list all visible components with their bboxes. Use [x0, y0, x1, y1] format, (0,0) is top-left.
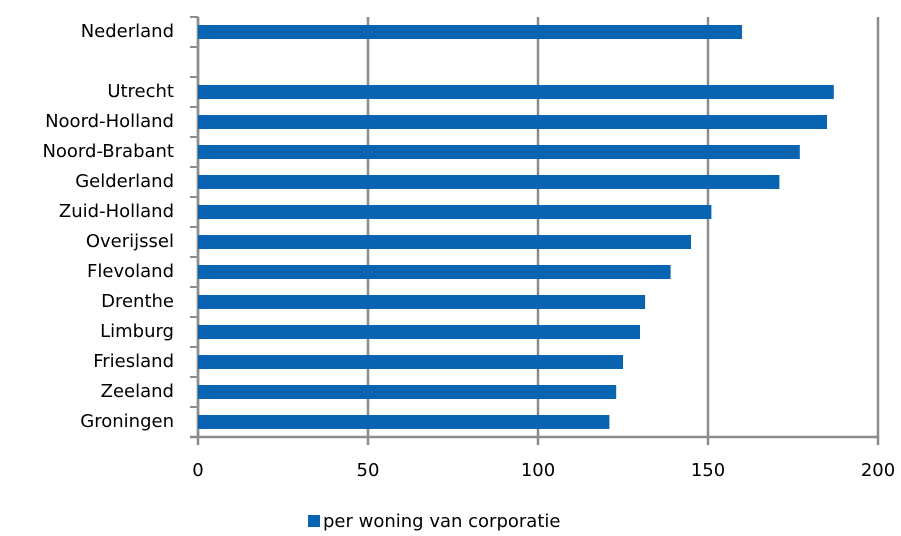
y-tick-label: Overijssel	[86, 231, 174, 252]
y-tick-label: Limburg	[100, 321, 174, 342]
legend-label: per woning van corporatie	[323, 511, 560, 532]
y-tick-label: Flevoland	[87, 261, 174, 282]
y-tick-label: Utrecht	[107, 81, 174, 102]
bar	[198, 385, 617, 399]
bar	[198, 85, 834, 99]
x-tick-label: 50	[357, 460, 380, 481]
bar	[198, 175, 780, 189]
y-tick-label: Gelderland	[75, 171, 174, 192]
y-tick-label: Drenthe	[101, 291, 174, 312]
y-tick-label: Noord-Holland	[45, 111, 174, 132]
y-tick-label: Zuid-Holland	[59, 201, 174, 222]
x-tick-label: 0	[192, 460, 203, 481]
bar	[198, 355, 623, 369]
bar	[198, 265, 671, 279]
bar	[198, 415, 610, 429]
bar	[198, 25, 742, 39]
legend-swatch	[308, 515, 320, 527]
bar	[198, 205, 712, 219]
bar	[198, 235, 691, 249]
y-tick-label: Groningen	[80, 411, 174, 432]
bar	[198, 325, 640, 339]
y-tick-label: Zeeland	[101, 381, 174, 402]
bar	[198, 115, 827, 129]
x-tick-label: 150	[691, 460, 725, 481]
y-tick-label: Friesland	[93, 351, 174, 372]
x-tick-label: 100	[521, 460, 555, 481]
bar	[198, 145, 800, 159]
y-tick-label: Noord-Brabant	[42, 141, 174, 162]
x-tick-label: 200	[861, 460, 895, 481]
y-tick-label: Nederland	[81, 21, 174, 42]
bar	[198, 295, 646, 309]
